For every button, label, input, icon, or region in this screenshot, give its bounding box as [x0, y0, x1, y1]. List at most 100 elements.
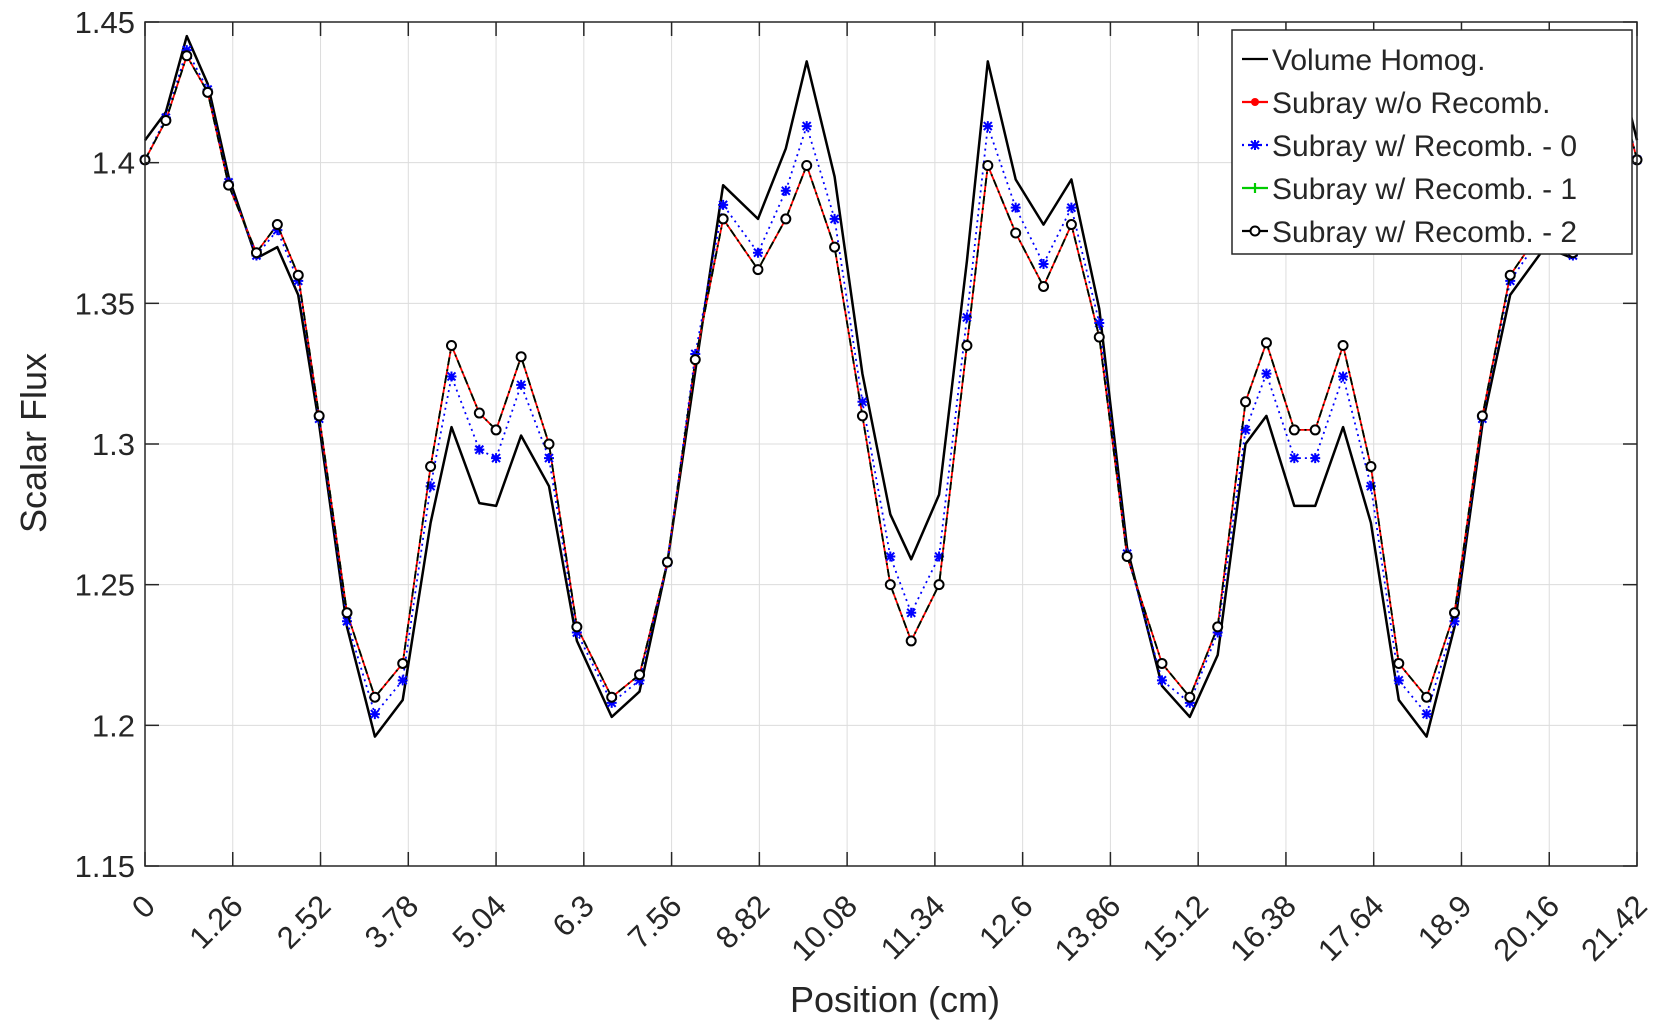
data-point	[292, 269, 304, 281]
data-point	[1038, 280, 1050, 292]
data-point	[829, 241, 841, 253]
data-point	[689, 354, 701, 366]
data-point	[1093, 331, 1105, 343]
data-point	[1184, 691, 1196, 703]
data-point	[516, 379, 527, 390]
data-point	[1393, 675, 1404, 686]
data-point	[491, 453, 502, 464]
data-point	[543, 453, 554, 464]
data-point	[717, 213, 729, 225]
data-point	[1038, 258, 1049, 269]
data-point	[801, 121, 812, 132]
y-tick-label: 1.25	[75, 568, 135, 603]
data-point	[1476, 410, 1488, 422]
data-point	[250, 247, 262, 259]
data-point	[718, 199, 729, 210]
data-point	[160, 114, 172, 126]
series-line	[143, 34, 1639, 738]
legend-entry: Subray w/ Recomb. - 1	[1242, 173, 1577, 206]
data-point	[1505, 275, 1516, 286]
data-point	[202, 86, 214, 98]
data-point	[1365, 481, 1376, 492]
legend-entry: Subray w/ Recomb. - 2	[1242, 216, 1577, 249]
data-point	[425, 461, 437, 473]
series-line	[144, 49, 1638, 715]
data-point	[690, 348, 701, 359]
data-point	[1010, 227, 1022, 239]
data-point	[1212, 621, 1224, 633]
data-point	[1310, 453, 1321, 464]
data-point	[1066, 202, 1077, 213]
data-point	[856, 410, 868, 422]
data-point	[752, 247, 763, 258]
data-point	[1250, 140, 1260, 150]
y-tick-label: 1.2	[92, 708, 135, 743]
data-point	[543, 438, 555, 450]
data-point	[223, 179, 235, 191]
data-point	[634, 669, 646, 681]
legend-label: Subray w/ Recomb. - 2	[1272, 216, 1577, 249]
data-point	[1260, 337, 1272, 349]
data-point	[369, 709, 380, 720]
legend-entry: Subray w/ Recomb. - 0	[1242, 130, 1577, 163]
data-point	[1156, 675, 1167, 686]
data-point	[425, 481, 436, 492]
data-point	[982, 121, 993, 132]
data-point	[1449, 607, 1461, 619]
data-point	[961, 312, 972, 323]
data-point	[1240, 424, 1251, 435]
data-point	[1156, 657, 1168, 669]
data-point	[1065, 219, 1077, 231]
data-point	[1338, 371, 1349, 382]
data-point	[1184, 697, 1195, 708]
legend-label: Volume Homog.	[1272, 44, 1485, 77]
data-point	[369, 691, 381, 703]
data-point	[271, 219, 283, 231]
data-point	[884, 579, 896, 591]
data-point	[313, 410, 325, 422]
data-point	[446, 371, 457, 382]
data-point	[801, 159, 813, 171]
data-point	[1249, 225, 1261, 237]
data-point	[571, 627, 582, 638]
data-point	[445, 340, 457, 352]
data-point	[1121, 551, 1133, 563]
data-point	[1251, 98, 1259, 106]
data-point	[857, 396, 868, 407]
data-point	[1421, 691, 1433, 703]
data-point	[341, 616, 352, 627]
data-point	[181, 50, 193, 62]
legend-label: Subray w/o Recomb.	[1272, 87, 1550, 120]
y-tick-label: 1.3	[92, 427, 135, 462]
legend: Volume Homog. Subray w/o Recomb. Subray w/…	[1231, 29, 1633, 255]
legend-label: Subray w/ Recomb. - 0	[1272, 130, 1577, 163]
y-axis-title: Scalar Flux	[13, 353, 54, 533]
legend-label: Subray w/ Recomb. - 1	[1272, 173, 1577, 206]
data-point	[905, 635, 917, 647]
data-point	[341, 607, 353, 619]
data-point	[829, 213, 840, 224]
data-point	[606, 697, 617, 708]
data-point	[474, 444, 485, 455]
data-point	[1449, 616, 1460, 627]
data-point	[934, 551, 945, 562]
data-point	[1365, 461, 1377, 473]
y-tick-label: 1.4	[92, 146, 135, 181]
data-point	[606, 691, 618, 703]
data-point	[885, 551, 896, 562]
data-point	[1337, 340, 1349, 352]
data-point	[1240, 396, 1252, 408]
data-point	[397, 657, 409, 669]
data-point	[780, 213, 792, 225]
data-point	[1289, 453, 1300, 464]
data-point	[661, 556, 673, 568]
data-point	[1504, 269, 1516, 281]
data-point	[490, 424, 502, 436]
data-point	[1309, 424, 1321, 436]
data-point	[906, 607, 917, 618]
data-point	[515, 351, 527, 363]
data-point	[1250, 183, 1260, 193]
series-1	[143, 34, 1639, 738]
legend-entry: Volume Homog.	[1242, 44, 1485, 77]
data-point	[752, 264, 764, 276]
